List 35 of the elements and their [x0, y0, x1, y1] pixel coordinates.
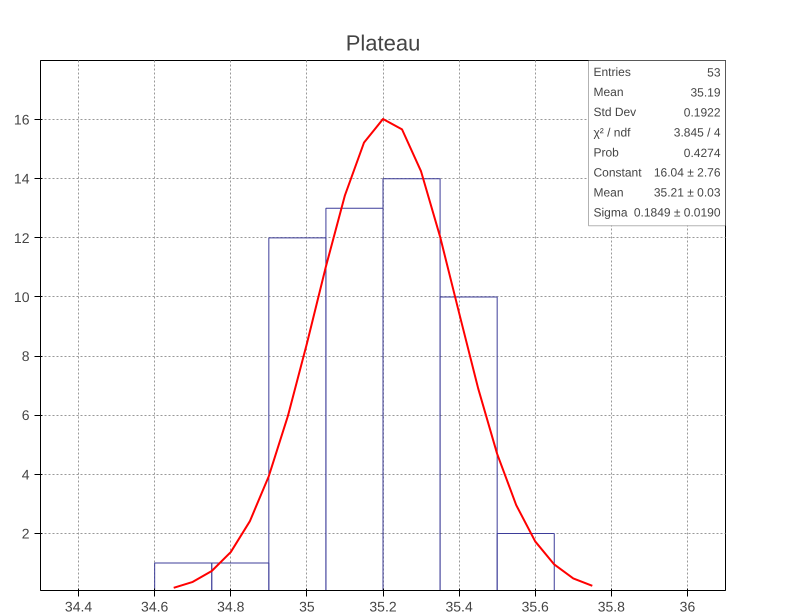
x-tick-label: 34.4 — [64, 598, 92, 614]
x-tick-label: 34.6 — [141, 598, 169, 614]
annotation: 35.19 — [690, 86, 721, 100]
annotation: Mean — [594, 85, 624, 100]
annotation: Mean — [594, 186, 624, 200]
annotation: 53 — [707, 66, 721, 80]
y-tick-label: 4 — [22, 466, 30, 482]
y-tick-label: 6 — [22, 407, 30, 424]
y-tick-label: 10 — [14, 288, 30, 305]
annotation: χ² / ndf — [594, 125, 632, 140]
annotation: Sigma — [594, 206, 628, 220]
annotation: Std Dev — [594, 105, 636, 120]
annotation: 0.4274 — [684, 146, 721, 160]
y-tick-label: 16 — [14, 112, 30, 128]
annotation: 16.04 ± 2.76 — [654, 166, 721, 180]
annotation: Constant — [594, 166, 642, 180]
x-tick-label: 35.4 — [445, 598, 473, 614]
annotation: Prob — [594, 145, 620, 160]
annotation: Entries — [594, 65, 631, 80]
annotation: 35.21 ± 0.03 — [654, 186, 721, 200]
annotation: 0.1849 ± 0.0190 — [634, 206, 721, 220]
y-tick-label: 12 — [14, 230, 30, 246]
y-tick-label: 8 — [22, 348, 30, 364]
x-tick-label: 34.8 — [217, 598, 245, 614]
x-tick-label: 35.2 — [369, 598, 397, 614]
annotation: 3.845 / 4 — [674, 125, 721, 140]
x-tick-label: 36 — [680, 598, 696, 614]
x-tick-label: 35.8 — [598, 598, 626, 614]
line-series — [172, 118, 594, 589]
y-tick-label: 2 — [22, 525, 30, 542]
chart-title: Plateau — [346, 30, 420, 56]
y-tick-label: 14 — [14, 170, 30, 187]
annotation: 0.1922 — [684, 106, 721, 120]
x-tick-label: 35.6 — [522, 598, 550, 614]
x-tick-label: 35 — [299, 598, 315, 614]
